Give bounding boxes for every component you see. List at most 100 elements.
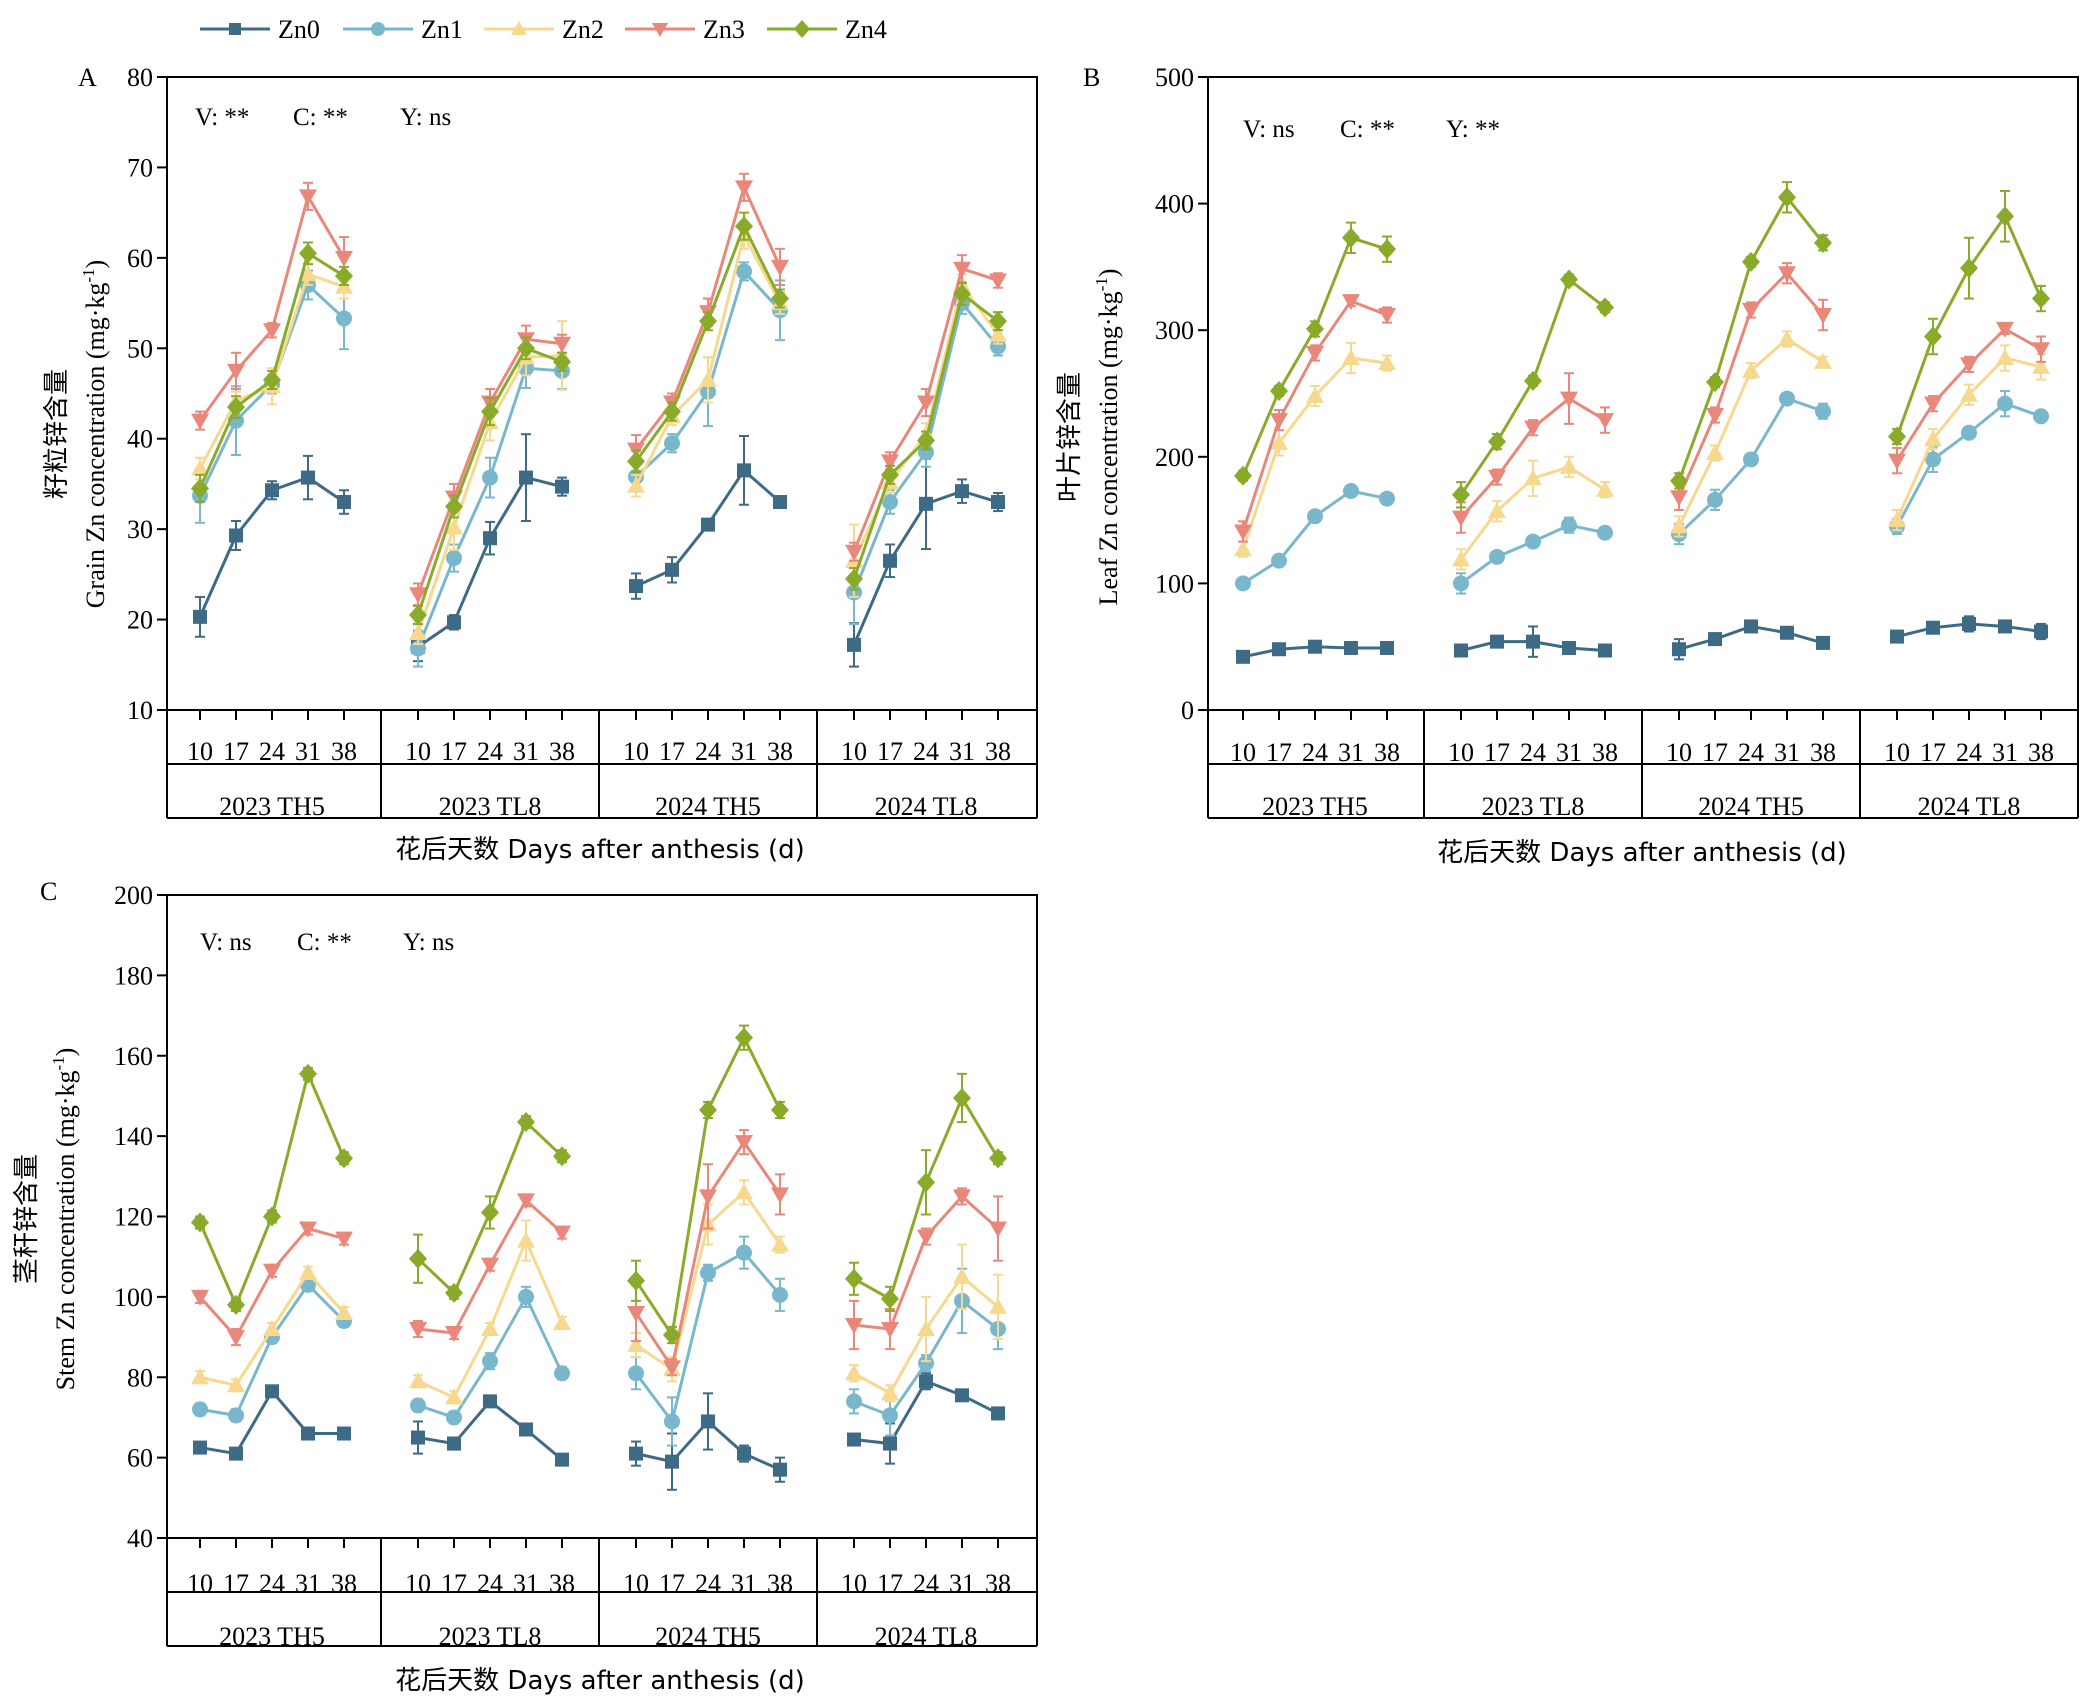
panel-a-ylabel-cn: 籽粒锌含量 bbox=[42, 369, 72, 499]
panel-b-zn2-point bbox=[1306, 387, 1324, 404]
panel-a-ytick-label: 50 bbox=[127, 334, 153, 363]
panel-c-zn4-point bbox=[989, 1148, 1007, 1169]
panel-b-series-zn4 bbox=[1234, 181, 2050, 509]
panel-b-ytick-label: 500 bbox=[1155, 63, 1194, 92]
panel-b-series-zn0 bbox=[1236, 615, 2048, 664]
panel-c-zn1-point bbox=[664, 1413, 680, 1430]
panel-b-ytick-label: 0 bbox=[1181, 696, 1194, 725]
panel-b-zn3-point bbox=[1596, 413, 1614, 430]
panel-a-day-label: 24 bbox=[477, 737, 503, 766]
panel-b-zn2-point bbox=[1888, 511, 1906, 528]
panel-b-day-label: 31 bbox=[1992, 738, 2018, 767]
panel-b-zn3-point bbox=[1342, 294, 1360, 311]
panel-b-zn1-point bbox=[1815, 403, 1831, 420]
panel-c-day-label: 17 bbox=[223, 1569, 249, 1598]
panel-a-zn2-point bbox=[989, 325, 1007, 342]
panel-b-zn1-line bbox=[1242, 489, 1388, 585]
panel-c-zn4-point bbox=[553, 1146, 571, 1167]
panel-c-zn4-point bbox=[627, 1270, 645, 1291]
panel-c-day-label: 31 bbox=[513, 1569, 539, 1598]
panel-a-series-zn3 bbox=[191, 172, 1007, 607]
panel-a-ytick-label: 40 bbox=[127, 425, 153, 454]
panel-b-zn4-point bbox=[1814, 232, 1832, 253]
panel-a-zn1-point bbox=[736, 263, 752, 280]
panel-b-ytick-label: 300 bbox=[1155, 316, 1194, 345]
panel-c-zn0-point bbox=[265, 1384, 279, 1399]
panel-b-ylabel-en: Leaf Zn concentration (mg·kg-1) bbox=[1092, 269, 1123, 606]
panel-b-day-label: 24 bbox=[1520, 738, 1546, 767]
legend-label-zn0: Zn0 bbox=[278, 15, 320, 44]
panel-b-zn4-point bbox=[1778, 187, 1796, 208]
panel-c-day-label: 10 bbox=[623, 1569, 649, 1598]
panel-b-xlabel: 花后天数 Days after anthesis (d) bbox=[1437, 838, 1847, 868]
panel-b-day-label: 38 bbox=[1592, 738, 1618, 767]
panel-b-zn3-point bbox=[1234, 524, 1252, 541]
panel-b-day-label: 24 bbox=[1956, 738, 1982, 767]
panel-b-zn0-point bbox=[1562, 640, 1576, 655]
legend-label-zn2: Zn2 bbox=[562, 15, 604, 44]
panel-a-zn3-point bbox=[845, 544, 863, 561]
panel-b-zn3-point bbox=[1706, 408, 1724, 425]
panel-c-zn1-point bbox=[410, 1397, 426, 1414]
panel-c-zn2-point bbox=[481, 1320, 499, 1337]
legend-label-zn1: Zn1 bbox=[421, 15, 463, 44]
panel-a-zn3-point bbox=[553, 336, 571, 353]
panel-c-zn4-point bbox=[881, 1288, 899, 1309]
panel-b-zn1-point bbox=[1743, 451, 1759, 468]
panel-b-zn4-point bbox=[1524, 370, 1542, 391]
panel-b-series-zn1 bbox=[1235, 389, 2049, 595]
panel-b-ytick-label: 100 bbox=[1155, 569, 1194, 598]
panel-c-zn0-line bbox=[417, 1399, 563, 1461]
panel-a-zn4-point bbox=[299, 243, 317, 264]
panel-b-zn4-point bbox=[1488, 431, 1506, 452]
panel-c-zn0-point bbox=[629, 1446, 643, 1461]
panel-a-series-zn4 bbox=[191, 211, 1007, 626]
panel-a-zn0-point bbox=[701, 517, 715, 532]
panel-b-zn0-point bbox=[1526, 634, 1540, 649]
panel-b-zn0-point bbox=[1708, 632, 1722, 647]
panel-a-zn0-point bbox=[883, 553, 897, 568]
panel-a-zn1-point bbox=[664, 435, 680, 452]
panel-b-zn4-point bbox=[1234, 465, 1252, 486]
panel-a-zn4-point bbox=[553, 351, 571, 372]
panel-a-day-label: 24 bbox=[695, 737, 721, 766]
panel-c-zn2-point bbox=[881, 1384, 899, 1401]
panel-b-zn2-point bbox=[1452, 550, 1470, 567]
panel-b-zn1-point bbox=[1453, 575, 1469, 592]
panel-b-zn4-point bbox=[1378, 239, 1396, 260]
panel-c-ytick-label: 160 bbox=[114, 1042, 153, 1071]
panel-b-zn2-point bbox=[1778, 330, 1796, 347]
panel-a-grain-zn: A V: ** C: ** Y: ns Grain Zn concentrati… bbox=[42, 63, 1038, 865]
panel-c-zn4-point bbox=[335, 1148, 353, 1169]
panel-b-zn4-point bbox=[1270, 380, 1288, 401]
panel-b-zn1-point bbox=[1961, 424, 1977, 441]
panel-a-group-label: 2024 TH5 bbox=[655, 792, 761, 821]
panel-c-group-label: 2024 TH5 bbox=[655, 1622, 761, 1651]
panel-a-zn0-point bbox=[737, 463, 751, 478]
panel-a-zn1-point bbox=[990, 338, 1006, 355]
panel-a-group-label: 2023 TL8 bbox=[439, 792, 542, 821]
panel-b-zn2-point bbox=[1342, 349, 1360, 366]
panel-c-ytick-label: 80 bbox=[127, 1363, 153, 1392]
panel-a-zn3-point bbox=[335, 250, 353, 267]
panel-b-day-label: 24 bbox=[1738, 738, 1764, 767]
panel-b-zn3-point bbox=[1888, 453, 1906, 470]
panel-c-zn3-point bbox=[517, 1193, 535, 1210]
panel-b-zn4-point bbox=[1742, 251, 1760, 272]
panel-a-letter: A bbox=[78, 63, 97, 92]
panel-b-zn2-point bbox=[1706, 444, 1724, 461]
panel-c-day-label: 24 bbox=[259, 1569, 285, 1598]
panel-a-zn1-point bbox=[918, 444, 934, 461]
panel-b-zn0-point bbox=[1890, 629, 1904, 644]
panel-a-zn0-point bbox=[337, 495, 351, 510]
panel-c-zn3-point bbox=[989, 1221, 1007, 1238]
panel-c-zn0-point bbox=[555, 1452, 569, 1467]
panel-a-day-label: 17 bbox=[877, 737, 903, 766]
panel-c-day-label: 24 bbox=[913, 1569, 939, 1598]
panel-c-group-label: 2023 TL8 bbox=[439, 1622, 542, 1651]
legend-marker-zn3 bbox=[652, 23, 668, 37]
panel-a-zn2-point bbox=[409, 624, 427, 641]
panel-b-day-label: 38 bbox=[2028, 738, 2054, 767]
panel-b-zn0-point bbox=[1780, 625, 1794, 640]
panel-b-zn3-point bbox=[1378, 308, 1396, 325]
